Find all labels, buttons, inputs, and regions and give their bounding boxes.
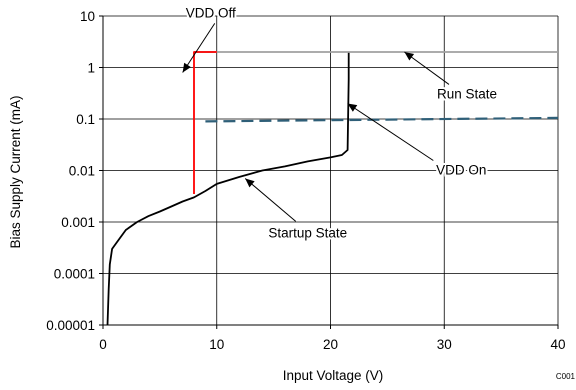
annotation-arrowhead-4 (245, 178, 255, 188)
series-line-1 (106, 52, 350, 326)
x-axis-title: Input Voltage (V) (283, 368, 384, 383)
annotation-label-4: Startup State (268, 225, 347, 240)
annotation-label-3: VDD On (436, 163, 486, 178)
y-tick-label: 0.0001 (54, 267, 95, 282)
series-line-3 (193, 51, 217, 194)
annotation-layer: VDD Off Run State VDD On Startup State (182, 3, 499, 242)
annotation-arrow-line-4 (244, 178, 297, 222)
axes (99, 15, 559, 329)
figure-code: C001 (556, 372, 576, 381)
annotation-arrowhead-1 (182, 62, 191, 73)
annotation-arrow-line-3 (347, 103, 434, 161)
x-tick-label: 10 (209, 337, 224, 352)
grid (103, 15, 559, 325)
y-tick-label: 10 (80, 9, 95, 24)
y-tick-label: 0.001 (61, 215, 95, 230)
annotation-arrowhead-3 (347, 103, 358, 112)
y-tick-label: 0.01 (69, 164, 95, 179)
series-layer (106, 51, 559, 326)
x-tick-label: 0 (99, 337, 107, 352)
y-tick-label: 0.00001 (46, 318, 95, 333)
annotation-arrowhead-2 (404, 51, 415, 61)
annotation-arrow-line-1 (182, 23, 216, 73)
y-tick-label: 1 (87, 61, 95, 76)
annotation-label-1: VDD Off (186, 5, 236, 20)
annotation-label-2: Run State (437, 86, 497, 101)
y-axis-title: Bias Supply Current (mA) (8, 95, 23, 248)
tick-labels: 0 10 20 30 40 0.00001 0.0001 0.001 0.01 0.1 1 10 (46, 9, 565, 352)
x-tick-label: 40 (550, 337, 565, 352)
annotation-arrow-line-2 (404, 51, 450, 85)
y-tick-label: 0.1 (76, 112, 95, 127)
series-line-4 (205, 116, 559, 123)
x-tick-label: 30 (437, 337, 452, 352)
x-tick-label: 20 (323, 337, 338, 352)
